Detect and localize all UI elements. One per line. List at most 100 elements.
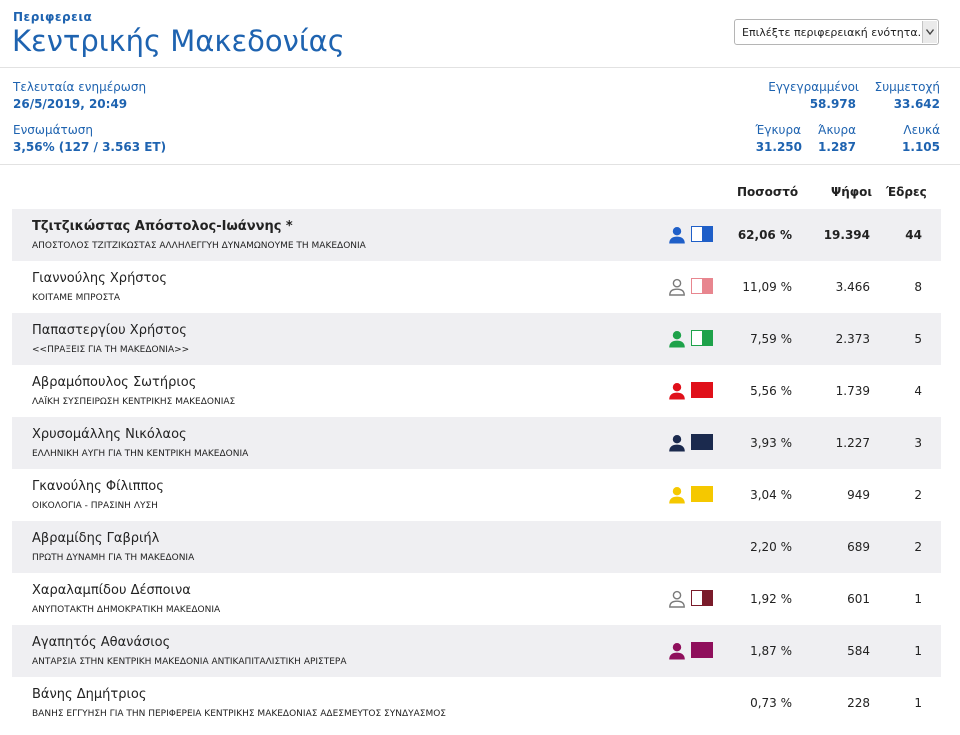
party-name: ΒΑΝΗΣ ΕΓΓΥΗΣΗ ΓΙΑ ΤΗΝ ΠΕΡΙΦΕΡΕΙΑ ΚΕΝΤΡΙΚ…: [32, 709, 446, 719]
party-name: ΑΝΤΑΡΣΙΑ ΣΤΗΝ ΚΕΝΤΡΙΚΗ ΜΑΚΕΔΟΝΙΑ ΑΝΤΙΚΑΠ…: [32, 657, 347, 667]
table-row[interactable]: Βάνης Δημήτριος ΒΑΝΗΣ ΕΓΓΥΗΣΗ ΓΙΑ ΤΗΝ ΠΕΡ…: [12, 677, 941, 729]
candidate-name[interactable]: Αγαπητός Αθανάσιος: [32, 635, 171, 650]
candidate-name[interactable]: Γιαννούλης Χρήστος: [32, 271, 167, 286]
candidate-name[interactable]: Τζιτζικώστας Απόστολος-Ιωάννης *: [32, 219, 293, 234]
candidate-name[interactable]: Αβραμίδης Γαβριήλ: [32, 531, 160, 546]
party-indicators: [668, 485, 718, 505]
person-icon: [668, 642, 686, 664]
party-indicators: [668, 225, 718, 245]
candidate-name[interactable]: Χρυσομάλλης Νικόλαος: [32, 427, 187, 442]
votes-value: 1.739: [835, 384, 870, 398]
votes-value: 601: [847, 592, 870, 606]
party-color-icon: [691, 642, 713, 658]
table-row[interactable]: Γκανούλης Φίλιππος ΟΙΚΟΛΟΓΙΑ - ΠΡΑΣΙΝΗ ΛΥ…: [12, 469, 941, 521]
seats-value: 8: [914, 280, 922, 294]
percent-value: 3,04 %: [750, 488, 792, 502]
seats-value: 3: [914, 436, 922, 450]
table-row[interactable]: Παπαστεργίου Χρήστος <<ΠΡΑΞΕΙΣ ΓΙΑ ΤΗ ΜΑΚ…: [12, 313, 941, 365]
percent-value: 1,87 %: [750, 644, 792, 658]
table-row[interactable]: Χαραλαμπίδου Δέσποινα ΑΝΥΠΟΤΑΚΤΗ ΔΗΜΟΚΡΑΤ…: [12, 573, 941, 625]
party-color-icon: [691, 330, 713, 346]
candidate-name[interactable]: Βάνης Δημήτριος: [32, 687, 147, 702]
party-indicators: [668, 433, 718, 453]
votes-value: 584: [847, 644, 870, 658]
person-icon: [668, 486, 686, 508]
votes-value: 3.466: [835, 280, 870, 294]
party-color-icon: [691, 590, 713, 606]
seats-value: 1: [914, 696, 922, 710]
invalid-label: Άκυρα: [818, 123, 856, 137]
party-name: ΛΑΪΚΗ ΣΥΣΠΕΙΡΩΣΗ ΚΕΝΤΡΙΚΗΣ ΜΑΚΕΔΟΝΙΑΣ: [32, 397, 236, 407]
table-row[interactable]: Αβραμίδης Γαβριήλ ΠΡΩΤΗ ΔΥΝΑΜΗ ΓΙΑ ΤΗ ΜΑΚ…: [12, 521, 941, 573]
seats-value: 44: [905, 228, 922, 242]
percent-value: 0,73 %: [750, 696, 792, 710]
person-icon: [668, 434, 686, 456]
valid-value: 31.250: [755, 140, 802, 154]
stats-panel: Τελευταία ενημέρωση 26/5/2019, 20:49 Ενσ…: [0, 68, 960, 165]
votes-value: 1.227: [835, 436, 870, 450]
table-row[interactable]: Χρυσομάλλης Νικόλαος ΕΛΛΗΝΙΚΗ ΑΥΓΗ ΓΙΑ ΤΗ…: [12, 417, 941, 469]
table-row[interactable]: Αβραμόπουλος Σωτήριος ΛΑΪΚΗ ΣΥΣΠΕΙΡΩΣΗ ΚΕ…: [12, 365, 941, 417]
seats-value: 4: [914, 384, 922, 398]
regional-unit-select[interactable]: Επιλέξτε περιφερειακή ενότητα...: [734, 19, 939, 45]
votes-value: 2.373: [835, 332, 870, 346]
turnout-value: 33.642: [893, 97, 940, 111]
blank-label: Λευκά: [903, 123, 940, 137]
party-indicators: [668, 329, 718, 349]
invalid-value: 1.287: [818, 140, 856, 154]
party-name: ΕΛΛΗΝΙΚΗ ΑΥΓΗ ΓΙΑ ΤΗΝ ΚΕΝΤΡΙΚΗ ΜΑΚΕΔΟΝΙΑ: [32, 449, 249, 459]
person-outline-icon: [668, 590, 686, 612]
select-value: Επιλέξτε περιφερειακή ενότητα...: [742, 26, 929, 39]
party-color-icon: [691, 434, 713, 450]
seats-value: 2: [914, 540, 922, 554]
chevron-down-icon[interactable]: [922, 21, 937, 43]
seats-value: 2: [914, 488, 922, 502]
page-title: Κεντρικής Μακεδονίας: [12, 24, 345, 58]
table-row[interactable]: Γιαννούλης Χρήστος ΚΟΙΤΑΜΕ ΜΠΡΟΣΤΑ 11,09 %…: [12, 261, 941, 313]
seats-value: 5: [914, 332, 922, 346]
region-label: Περιφερεια: [13, 10, 93, 24]
registered-value: 58.978: [809, 97, 856, 111]
party-color-icon: [691, 382, 713, 398]
table-row[interactable]: Τζιτζικώστας Απόστολος-Ιωάννης * ΑΠΟΣΤΟΛΟ…: [12, 209, 941, 261]
column-header-percent: Ποσοστό: [737, 185, 799, 199]
party-name: ΑΝΥΠΟΤΑΚΤΗ ΔΗΜΟΚΡΑΤΙΚΗ ΜΑΚΕΔΟΝΙΑ: [32, 605, 221, 615]
turnout-label: Συμμετοχή: [874, 80, 940, 94]
votes-value: 228: [847, 696, 870, 710]
integration-label: Ενσωμάτωση: [13, 123, 93, 137]
candidate-name[interactable]: Αβραμόπουλος Σωτήριος: [32, 375, 197, 390]
party-name: ΟΙΚΟΛΟΓΙΑ - ΠΡΑΣΙΝΗ ΛΥΣΗ: [32, 501, 158, 511]
percent-value: 62,06 %: [737, 228, 792, 242]
party-indicators: [668, 381, 718, 401]
registered-label: Εγγεγραμμένοι: [768, 80, 859, 94]
votes-value: 689: [847, 540, 870, 554]
percent-value: 11,09 %: [742, 280, 792, 294]
person-icon: [668, 382, 686, 404]
seats-value: 1: [914, 592, 922, 606]
person-icon: [668, 226, 686, 248]
party-indicators: [668, 641, 718, 661]
votes-value: 19.394: [823, 228, 870, 242]
votes-value: 949: [847, 488, 870, 502]
person-icon: [668, 330, 686, 352]
last-update-label: Τελευταία ενημέρωση: [13, 80, 147, 94]
table-row[interactable]: Αγαπητός Αθανάσιος ΑΝΤΑΡΣΙΑ ΣΤΗΝ ΚΕΝΤΡΙΚΗ…: [12, 625, 941, 677]
party-name: <<ΠΡΑΞΕΙΣ ΓΙΑ ΤΗ ΜΑΚΕΔΟΝΙΑ>>: [32, 345, 190, 355]
party-name: ΑΠΟΣΤΟΛΟΣ ΤΖΙΤΖΙΚΩΣΤΑΣ ΑΛΛΗΛΕΓΓΥΗ ΔΥΝΑΜΩ…: [32, 241, 366, 251]
party-name: ΚΟΙΤΑΜΕ ΜΠΡΟΣΤΑ: [32, 293, 120, 303]
person-outline-icon: [668, 278, 686, 300]
blank-value: 1.105: [902, 140, 940, 154]
percent-value: 7,59 %: [750, 332, 792, 346]
party-name: ΠΡΩΤΗ ΔΥΝΑΜΗ ΓΙΑ ΤΗ ΜΑΚΕΔΟΝΙΑ: [32, 553, 195, 563]
candidate-name[interactable]: Χαραλαμπίδου Δέσποινα: [32, 583, 191, 598]
percent-value: 3,93 %: [750, 436, 792, 450]
percent-value: 5,56 %: [750, 384, 792, 398]
column-header-votes: Ψήφοι: [831, 185, 873, 199]
last-update-value: 26/5/2019, 20:49: [13, 97, 128, 111]
seats-value: 1: [914, 644, 922, 658]
percent-value: 1,92 %: [750, 592, 792, 606]
party-color-icon: [691, 278, 713, 294]
party-indicators: [668, 589, 718, 609]
candidate-name[interactable]: Γκανούλης Φίλιππος: [32, 479, 164, 494]
candidate-name[interactable]: Παπαστεργίου Χρήστος: [32, 323, 187, 338]
